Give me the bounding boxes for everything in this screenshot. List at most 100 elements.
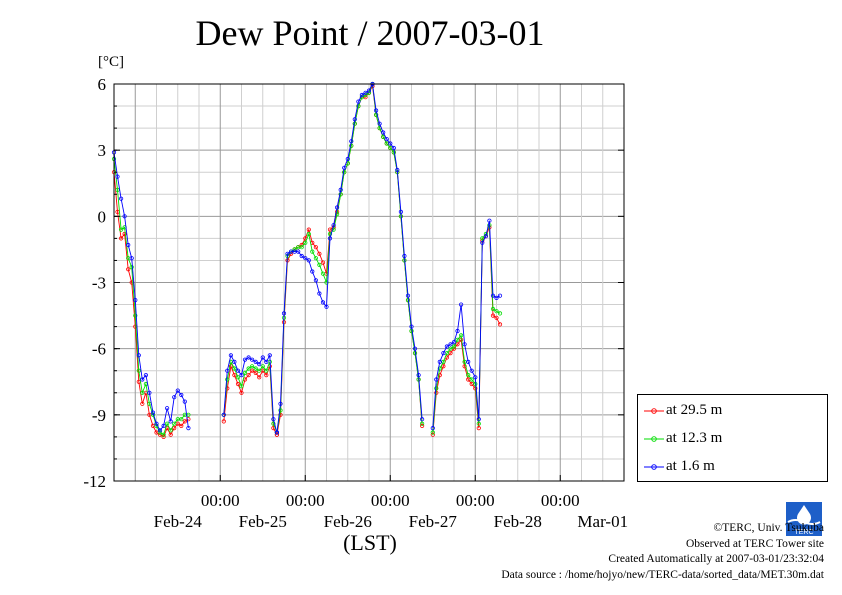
data-point: [373, 108, 379, 113]
data-point: [310, 269, 315, 274]
data-point: [253, 370, 258, 375]
data-point: [115, 174, 120, 179]
data-point: [384, 137, 389, 142]
data-point: [455, 337, 460, 342]
x-tick-time-label: 00:00: [456, 491, 495, 510]
data-point: [494, 309, 499, 314]
data-point: [412, 346, 418, 351]
data-point: [480, 240, 485, 245]
data-point: [363, 90, 368, 95]
data-point: [313, 278, 318, 283]
data-point: [122, 214, 127, 219]
data-point: [391, 145, 396, 151]
data-point: [303, 256, 308, 261]
credits: ©TERC, Univ. Tsukuba Observed at TERC To…: [501, 521, 824, 583]
data-point: [242, 357, 248, 362]
y-tick-label: -6: [92, 340, 106, 359]
data-point: [260, 355, 265, 360]
data-point: [165, 421, 170, 426]
data-point: [356, 104, 361, 109]
data-point: [168, 432, 173, 437]
data-point: [239, 372, 244, 378]
data-point: [186, 425, 191, 431]
data-point: [306, 231, 311, 237]
x-tick-time-label: 00:00: [541, 491, 580, 510]
series-line: [113, 172, 189, 438]
series-line: [276, 82, 423, 433]
data-point: [430, 430, 435, 435]
data-point: [320, 260, 326, 265]
data-point: [338, 192, 343, 197]
data-point: [381, 134, 386, 139]
data-point: [228, 364, 233, 369]
data-point: [320, 271, 326, 276]
data-point: [405, 293, 411, 298]
x-tick-date-label: Feb-24: [154, 512, 203, 531]
x-tick-date-label: Feb-26: [324, 512, 372, 531]
data-point: [441, 364, 446, 369]
data-point: [483, 234, 488, 239]
data-point: [257, 375, 262, 380]
data-point: [310, 249, 315, 254]
y-axis: 6 3 0 -3 -6 -9 -12: [83, 75, 624, 491]
data-point: [324, 304, 329, 309]
data-point: [419, 421, 425, 426]
data-point: [274, 430, 279, 435]
data-point: [143, 372, 148, 378]
data-point: [133, 297, 138, 303]
data-point: [186, 417, 191, 422]
data-point: [250, 364, 255, 369]
series-layer: [111, 81, 503, 439]
data-point: [313, 256, 318, 261]
data-point: [430, 432, 435, 437]
data-point: [419, 417, 425, 422]
data-point: [150, 410, 156, 415]
data-point: [317, 291, 322, 296]
data-point: [126, 267, 131, 272]
data-point: [285, 251, 290, 256]
data-point: [126, 242, 131, 248]
data-point: [476, 417, 481, 422]
credit-source: Data source : /home/hojyo/new/TERC-data/…: [501, 568, 824, 581]
data-point: [497, 322, 503, 327]
data-point: [129, 256, 134, 261]
data-point: [497, 311, 503, 316]
data-point: [455, 342, 460, 347]
legend-swatch-12-3m: [644, 436, 664, 442]
legend-item-12-3m: at 12.3 m: [644, 429, 824, 449]
data-point: [476, 421, 481, 426]
data-point: [168, 428, 173, 433]
data-point: [444, 344, 449, 349]
data-point: [179, 417, 184, 422]
data-point: [257, 361, 262, 367]
legend-swatch-1-6m: [644, 464, 664, 470]
data-point: [133, 313, 138, 318]
data-point: [448, 346, 453, 351]
y-tick-label: 6: [98, 75, 107, 94]
series-line: [113, 152, 189, 432]
data-point: [349, 143, 354, 148]
data-point: [395, 167, 400, 173]
x-tick-time-label: 00:00: [286, 491, 325, 510]
data-point: [239, 384, 244, 389]
series-2: [111, 81, 503, 435]
data-point: [278, 408, 283, 413]
data-point: [451, 339, 457, 345]
data-point: [359, 92, 364, 98]
data-point: [221, 419, 226, 424]
data-point: [327, 236, 333, 241]
data-point: [466, 359, 471, 364]
data-point: [320, 300, 326, 305]
data-point: [172, 425, 177, 431]
data-point: [257, 368, 262, 373]
legend-item-29-5m: at 29.5 m: [644, 401, 824, 421]
data-point: [381, 130, 386, 135]
data-point: [172, 421, 177, 426]
data-point: [221, 412, 226, 417]
data-point: [458, 333, 464, 338]
data-point: [451, 344, 457, 349]
data-point: [313, 245, 318, 250]
grid: [114, 84, 624, 481]
data-point: [409, 324, 414, 329]
